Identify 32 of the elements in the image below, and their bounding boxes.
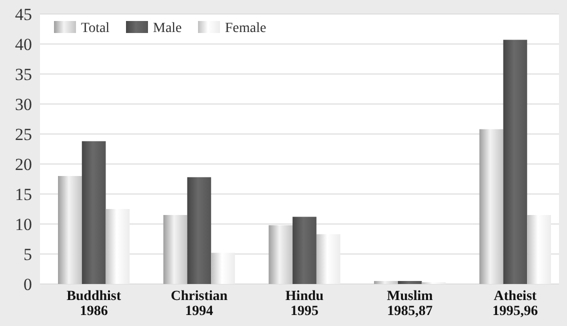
bar — [503, 40, 528, 284]
y-tick-label: 10 — [15, 214, 32, 234]
y-tick-label: 40 — [15, 34, 32, 54]
y-tick-label: 30 — [15, 94, 32, 114]
bar — [479, 129, 504, 284]
y-tick-label: 15 — [15, 184, 32, 204]
y-tick-label: 45 — [15, 4, 32, 24]
legend-label: Female — [225, 20, 266, 36]
x-tick-label: Buddhist 1986 — [66, 289, 122, 319]
x-tick-label: Atheist 1995,96 — [492, 289, 538, 319]
x-tick-label: Hindu 1995 — [285, 289, 324, 319]
bar — [82, 141, 106, 284]
bar — [268, 225, 293, 284]
bar — [374, 281, 398, 284]
bar — [106, 209, 130, 284]
bar — [398, 281, 422, 284]
y-tick-label: 0 — [24, 274, 32, 294]
bar — [187, 177, 212, 284]
y-tick-label: 35 — [15, 64, 32, 84]
bar — [316, 234, 340, 284]
bar — [292, 216, 316, 284]
x-tick-label: Muslim 1985,87 — [386, 289, 434, 319]
y-tick-label: 5 — [24, 244, 32, 264]
y-tick-label: 20 — [15, 154, 32, 174]
bar — [58, 176, 82, 284]
y-tick-label: 25 — [15, 124, 32, 144]
legend-label: Total — [81, 20, 110, 36]
legend-label: Male — [153, 20, 182, 36]
bar — [163, 215, 188, 284]
bar — [527, 215, 551, 284]
x-tick-label: Christian 1994 — [170, 289, 228, 319]
bar — [211, 252, 235, 284]
